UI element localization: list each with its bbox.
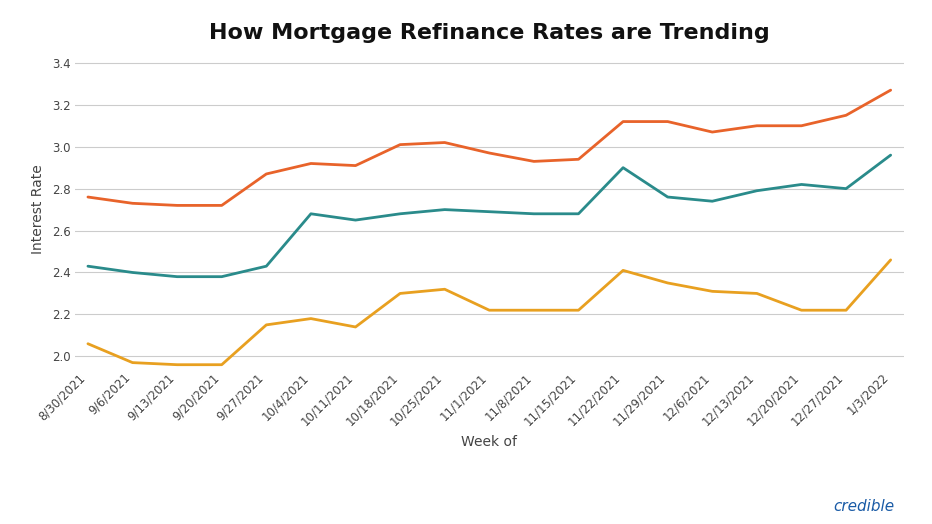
30-year fixed: [796, 123, 807, 129]
30-year fixed: [885, 87, 897, 93]
15-year-fixed: [528, 307, 540, 313]
Line: 20-year-fixed: 20-year-fixed: [88, 155, 891, 277]
30-year fixed: [484, 150, 495, 156]
X-axis label: Week of: Week of: [461, 435, 517, 449]
15-year-fixed: [796, 307, 807, 313]
15-year-fixed: [841, 307, 852, 313]
20-year-fixed: [82, 263, 93, 269]
30-year fixed: [618, 118, 629, 125]
15-year-fixed: [171, 362, 183, 368]
15-year-fixed: [618, 267, 629, 274]
30-year fixed: [171, 202, 183, 209]
20-year-fixed: [573, 211, 584, 217]
30-year fixed: [439, 139, 450, 146]
15-year-fixed: [127, 359, 138, 366]
30-year fixed: [706, 129, 718, 135]
20-year-fixed: [841, 185, 852, 192]
15-year-fixed: [261, 322, 272, 328]
30-year fixed: [82, 194, 93, 200]
15-year-fixed: [306, 315, 317, 322]
20-year-fixed: [350, 217, 361, 223]
30-year fixed: [394, 141, 405, 148]
15-year-fixed: [751, 290, 762, 297]
30-year fixed: [841, 112, 852, 118]
15-year-fixed: [439, 286, 450, 292]
20-year-fixed: [439, 206, 450, 213]
20-year-fixed: [885, 152, 897, 158]
30-year fixed: [662, 118, 673, 125]
15-year-fixed: [706, 288, 718, 294]
20-year-fixed: [618, 165, 629, 171]
Title: How Mortgage Refinance Rates are Trending: How Mortgage Refinance Rates are Trendin…: [209, 23, 770, 42]
15-year-fixed: [82, 341, 93, 347]
20-year-fixed: [662, 194, 673, 200]
30-year fixed: [528, 158, 540, 165]
20-year-fixed: [394, 211, 405, 217]
Y-axis label: Interest Rate: Interest Rate: [31, 165, 45, 255]
20-year-fixed: [751, 188, 762, 194]
20-year-fixed: [484, 209, 495, 215]
15-year-fixed: [662, 280, 673, 286]
15-year-fixed: [394, 290, 405, 297]
30-year fixed: [573, 156, 584, 162]
30-year fixed: [350, 162, 361, 169]
20-year-fixed: [528, 211, 540, 217]
Line: 30-year fixed: 30-year fixed: [88, 90, 891, 205]
20-year-fixed: [127, 269, 138, 276]
20-year-fixed: [306, 211, 317, 217]
30-year fixed: [216, 202, 227, 209]
20-year-fixed: [796, 181, 807, 188]
15-year-fixed: [573, 307, 584, 313]
30-year fixed: [127, 200, 138, 206]
20-year-fixed: [261, 263, 272, 269]
20-year-fixed: [706, 198, 718, 204]
20-year-fixed: [171, 274, 183, 280]
20-year-fixed: [216, 274, 227, 280]
15-year-fixed: [216, 362, 227, 368]
Text: credible: credible: [833, 498, 895, 514]
Line: 15-year-fixed: 15-year-fixed: [88, 260, 891, 365]
15-year-fixed: [350, 324, 361, 330]
30-year fixed: [306, 160, 317, 167]
15-year-fixed: [885, 257, 897, 263]
30-year fixed: [261, 171, 272, 177]
30-year fixed: [751, 123, 762, 129]
15-year-fixed: [484, 307, 495, 313]
